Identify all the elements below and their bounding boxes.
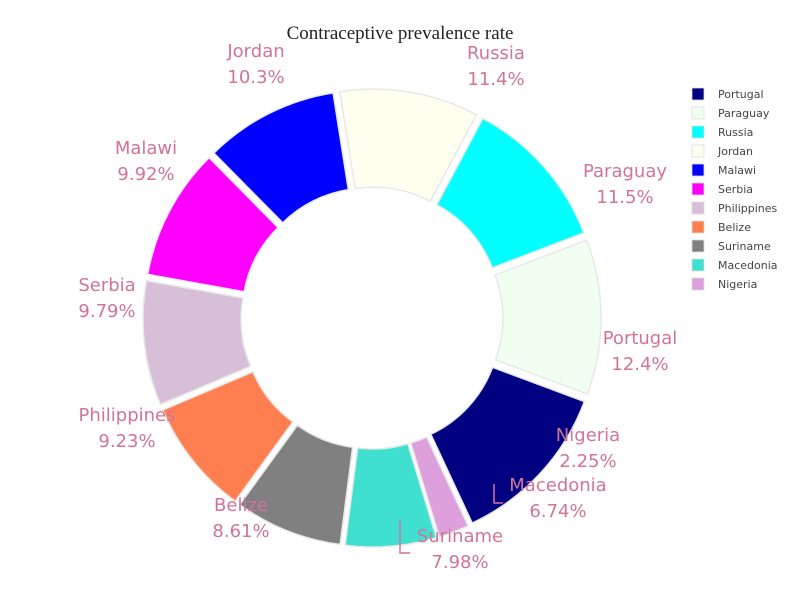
legend-swatch-portugal[interactable] (691, 87, 705, 101)
slice-philippines[interactable] (142, 279, 252, 406)
slice-percent-jordan: 10.3% (227, 67, 284, 88)
legend-label-malawi[interactable]: Malawi (718, 164, 756, 177)
legend-swatch-belize[interactable] (691, 220, 705, 234)
slice-name-belize: Belize (214, 495, 268, 516)
legend-swatch-suriname[interactable] (691, 239, 705, 253)
slice-label-belize: Belize 8.61% (212, 495, 269, 542)
slice-label-paraguay: Paraguay 11.5% (583, 161, 667, 208)
legend-swatch-nigeria[interactable] (691, 277, 705, 291)
legend-label-russia[interactable]: Russia (718, 126, 753, 139)
legend-swatch-philippines[interactable] (691, 201, 705, 215)
slice-name-suriname: Suriname (417, 526, 503, 547)
slice-percent-macedonia: 6.74% (529, 501, 586, 522)
slice-percent-russia: 11.4% (467, 69, 524, 90)
slice-name-malawi: Malawi (115, 138, 177, 159)
legend-swatch-russia[interactable] (691, 125, 705, 139)
legend-label-jordan[interactable]: Jordan (717, 145, 753, 158)
chart-title: Contraceptive prevalence rate (287, 23, 514, 44)
slice-label-serbia: Serbia 9.79% (78, 275, 135, 322)
labels-group: Portugal 12.4% Paraguay 11.5% Russia 11.4% Jor… (78, 41, 677, 573)
legend-label-macedonia[interactable]: Macedonia (718, 259, 778, 272)
slice-label-nigeria: Nigeria 2.25% (556, 425, 620, 472)
slice-percent-serbia: 9.79% (78, 301, 135, 322)
slice-percent-suriname: 7.98% (431, 552, 488, 573)
legend-swatch-macedonia[interactable] (691, 258, 705, 272)
slice-suriname[interactable] (238, 424, 354, 546)
legend-swatch-malawi[interactable] (691, 163, 705, 177)
slice-label-malawi: Malawi 9.92% (115, 138, 177, 185)
slice-belize[interactable] (161, 370, 294, 503)
legend-label-suriname[interactable]: Suriname (718, 240, 771, 253)
slice-name-russia: Russia (467, 43, 525, 64)
slice-label-philippines: Philippines 9.23% (79, 405, 176, 452)
slice-percent-nigeria: 2.25% (559, 451, 616, 472)
slice-percent-malawi: 9.92% (117, 164, 174, 185)
legend-label-philippines[interactable]: Philippines (718, 202, 778, 215)
leader-line-macedonia (493, 484, 503, 504)
legend-label-serbia[interactable]: Serbia (718, 183, 753, 196)
slice-percent-belize: 8.61% (212, 521, 269, 542)
slice-percent-portugal: 12.4% (611, 354, 668, 375)
slice-name-macedonia: Macedonia (509, 475, 606, 496)
legend: Portugal Paraguay Russia Jordan Malawi Serbia… (691, 87, 778, 291)
slice-name-paraguay: Paraguay (583, 161, 667, 182)
slice-label-jordan: Jordan 10.3% (226, 41, 284, 88)
slice-percent-philippines: 9.23% (98, 431, 155, 452)
slice-label-portugal: Portugal 12.4% (603, 328, 678, 375)
legend-label-nigeria[interactable]: Nigeria (718, 278, 757, 291)
slices-group (142, 88, 602, 548)
slice-nigeria[interactable] (409, 436, 470, 538)
slice-label-russia: Russia 11.4% (467, 43, 525, 90)
slice-percent-paraguay: 11.5% (596, 187, 653, 208)
slice-name-philippines: Philippines (79, 405, 176, 426)
slice-name-jordan: Jordan (226, 41, 284, 62)
slice-serbia[interactable] (146, 156, 280, 293)
leader-line-suriname (399, 520, 410, 554)
legend-label-portugal[interactable]: Portugal (718, 88, 764, 101)
slice-name-portugal: Portugal (603, 328, 678, 349)
slice-macedonia[interactable] (344, 442, 438, 548)
slice-name-serbia: Serbia (78, 275, 135, 296)
slice-label-suriname: Suriname 7.98% (417, 526, 503, 573)
legend-label-belize[interactable]: Belize (718, 221, 751, 234)
legend-swatch-jordan[interactable] (691, 144, 705, 158)
slice-paraguay[interactable] (494, 239, 602, 395)
slice-label-macedonia: Macedonia 6.74% (509, 475, 606, 522)
slice-malawi[interactable] (212, 91, 350, 224)
slice-russia[interactable] (435, 117, 585, 269)
legend-label-paraguay[interactable]: Paraguay (718, 107, 770, 120)
legend-swatch-serbia[interactable] (691, 182, 705, 196)
slice-name-nigeria: Nigeria (556, 425, 620, 446)
slice-jordan[interactable] (339, 88, 478, 203)
slice-portugal[interactable] (429, 366, 586, 525)
legend-swatch-paraguay[interactable] (691, 106, 705, 120)
